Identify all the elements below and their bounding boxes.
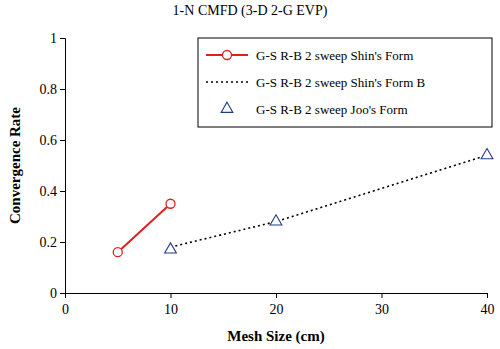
x-tick-label: 10 (164, 302, 178, 317)
x-tick: 20 (270, 293, 284, 317)
x-tick-label: 30 (375, 302, 389, 317)
y-tick-label: 0.8 (40, 82, 58, 97)
x-tick: 10 (164, 293, 178, 317)
x-tick: 0 (62, 293, 69, 317)
x-tick: 30 (375, 293, 389, 317)
x-axis-label: Mesh Size (cm) (227, 328, 324, 345)
y-tick-mark (60, 89, 65, 90)
data-point (166, 199, 175, 208)
data-point (165, 243, 177, 253)
y-axis-line (60, 39, 66, 294)
plot-area (113, 149, 493, 257)
data-point (481, 149, 493, 159)
x-axis: 0 10 20 30 40 (62, 293, 495, 317)
series-0 (113, 199, 175, 256)
y-tick-mark (60, 242, 65, 243)
y-tick-label: 0.6 (40, 133, 58, 148)
series-line (118, 204, 171, 252)
y-tick: 1 (50, 31, 65, 46)
y-tick-mark (60, 191, 65, 192)
legend-entry: G-S R-B 2 sweep Joo's Form (221, 102, 407, 117)
y-tick: 0 (50, 286, 65, 301)
y-tick: 0.8 (40, 82, 66, 97)
legend-label: G-S R-B 2 sweep Joo's Form (256, 102, 408, 117)
y-axis-label: Convergence Rate (7, 107, 23, 224)
series-1 (171, 155, 488, 247)
y-tick-label: 0 (50, 286, 57, 301)
x-tick-mark (171, 293, 172, 298)
y-tick: 0.6 (40, 133, 66, 148)
x-tick-mark (382, 293, 383, 298)
legend: G-S R-B 2 sweep Shin's Form G-S R-B 2 swe… (198, 38, 492, 127)
chart-svg: 1-N CMFD (3-D 2-G EVP) 0 10 20 30 40 0 0.2 0.4 0.… (0, 0, 500, 349)
y-tick: 0.2 (40, 235, 66, 250)
x-axis-line (66, 294, 488, 299)
y-tick-label: 0.2 (40, 235, 58, 250)
y-tick-label: 0.4 (40, 184, 58, 199)
x-tick-label: 20 (270, 302, 284, 317)
x-tick-mark (487, 293, 488, 298)
legend-line (206, 81, 248, 83)
legend-marker (223, 51, 232, 60)
data-point (270, 215, 282, 225)
y-tick-mark (60, 38, 65, 39)
y-tick-label: 1 (50, 31, 57, 46)
y-tick: 0.4 (40, 184, 66, 199)
x-tick-label: 0 (62, 302, 69, 317)
y-tick-mark (60, 140, 65, 141)
x-tick-mark (276, 293, 277, 298)
y-tick-mark (60, 293, 65, 294)
data-point (113, 248, 122, 257)
x-tick-label: 40 (481, 302, 495, 317)
chart-title: 1-N CMFD (3-D 2-G EVP) (173, 3, 328, 19)
legend-label: G-S R-B 2 sweep Shin's Form (256, 48, 413, 63)
legend-entry: G-S R-B 2 sweep Shin's Form B (206, 75, 426, 90)
legend-label: G-S R-B 2 sweep Shin's Form B (256, 75, 426, 90)
series-line (171, 155, 488, 247)
legend-box (198, 38, 492, 127)
x-tick: 40 (481, 293, 495, 317)
y-axis: 0 0.2 0.4 0.6 0.8 1 (40, 31, 66, 301)
legend-marker (221, 102, 233, 112)
series-2 (165, 149, 493, 254)
legend-entry: G-S R-B 2 sweep Shin's Form (206, 48, 413, 63)
